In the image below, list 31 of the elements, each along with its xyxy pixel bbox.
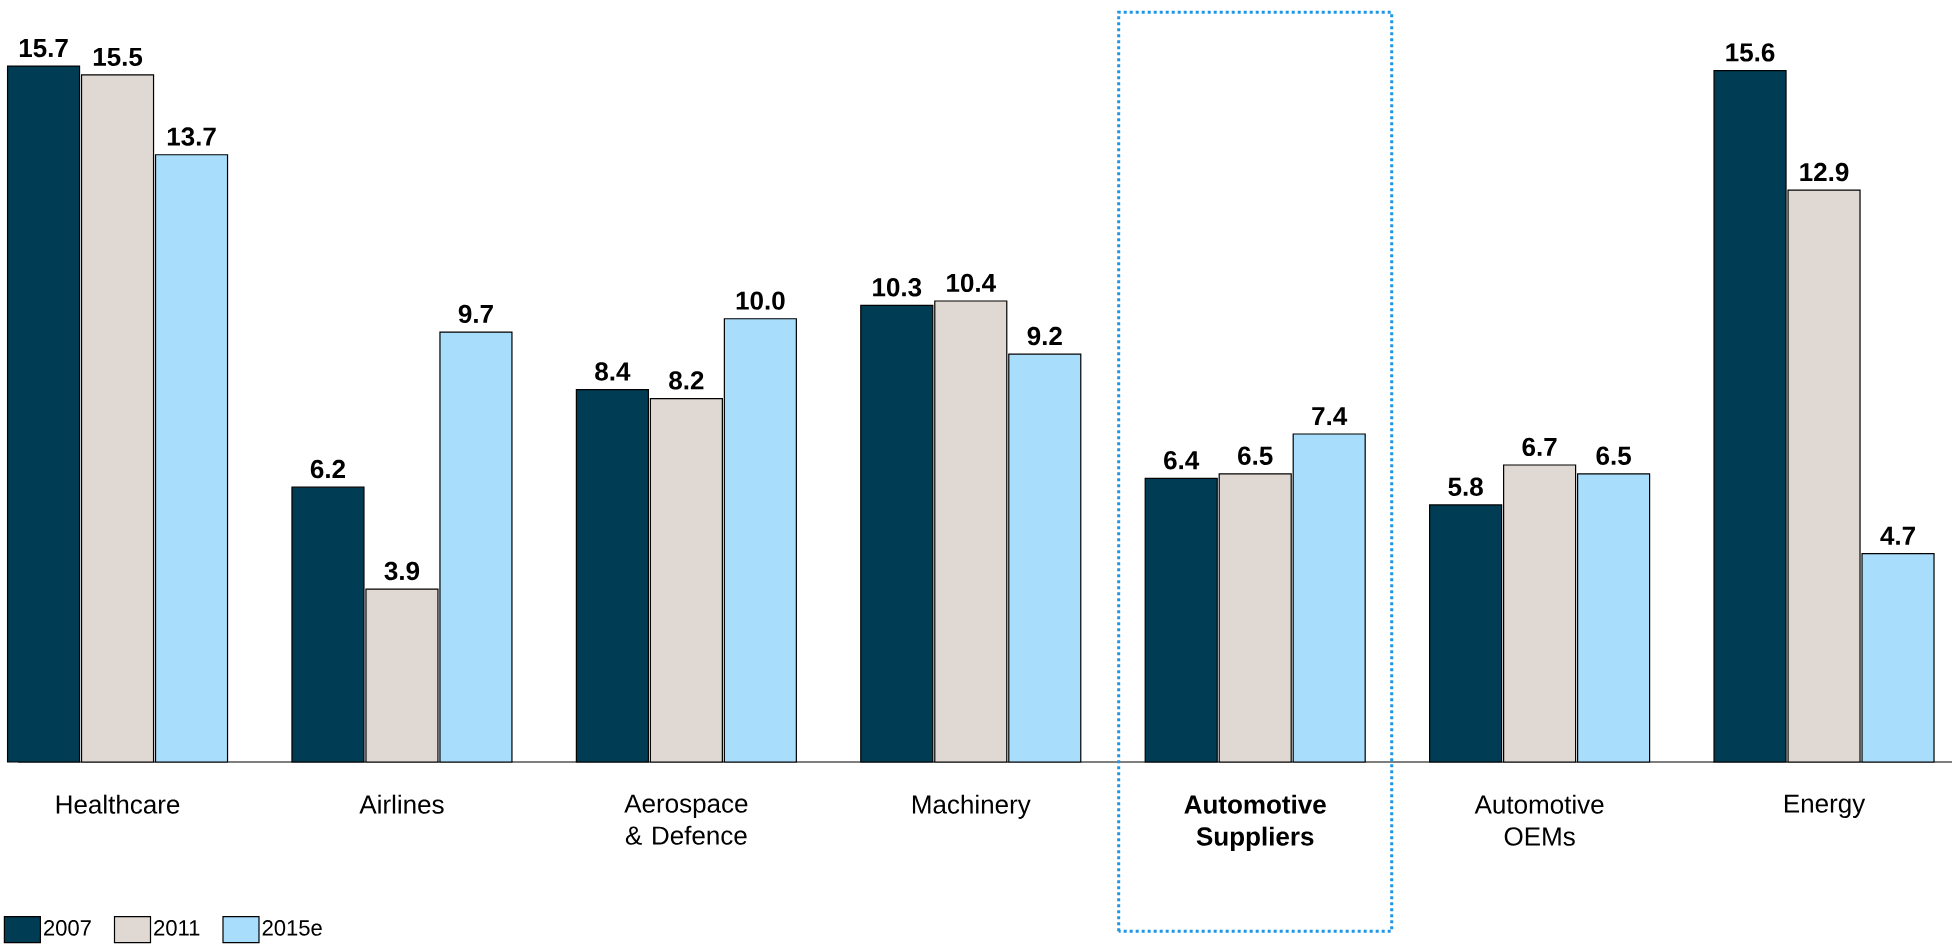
x-tick-label: Healthcare <box>56 794 180 814</box>
x-tick-label: Energy <box>1784 794 1866 818</box>
legend-label: 2007 <box>44 920 91 936</box>
data-label: 8.2 <box>669 371 704 390</box>
data-label: 5.8 <box>1448 477 1483 496</box>
data-label: 7.4 <box>1312 407 1348 426</box>
data-label: 10.4 <box>947 273 996 293</box>
legend-label: 2015e <box>262 920 322 936</box>
x-tick-label: Automotive OEMs <box>1474 794 1604 846</box>
data-label: 6.7 <box>1522 437 1557 457</box>
data-label: 15.5 <box>93 47 143 67</box>
legend-label: 2011 <box>154 920 200 936</box>
data-label: 10.0 <box>736 291 785 310</box>
data-label: 6.5 <box>1238 446 1273 465</box>
data-label: 13.7 <box>167 127 216 146</box>
data-label: 3.9 <box>384 561 420 581</box>
data-label: 12.9 <box>1800 162 1849 182</box>
data-label: 6.5 <box>1596 446 1631 465</box>
data-label: 8.4 <box>595 362 631 381</box>
data-label: 6.2 <box>310 459 345 479</box>
x-tick-label: Automotive Suppliers <box>1184 794 1326 851</box>
data-label: 15.6 <box>1726 43 1775 62</box>
data-label: 15.7 <box>19 39 68 58</box>
data-label: 4.7 <box>1880 526 1915 545</box>
x-tick-label: Machinery <box>912 794 1031 819</box>
data-label: 6.4 <box>1164 450 1200 470</box>
x-tick-label: Airlines <box>359 794 444 814</box>
x-tick-label: Aerospace & Defence <box>624 794 748 845</box>
data-label: 9.7 <box>458 304 493 324</box>
data-label: 9.2 <box>1027 326 1062 346</box>
data-label: 10.3 <box>873 278 922 297</box>
